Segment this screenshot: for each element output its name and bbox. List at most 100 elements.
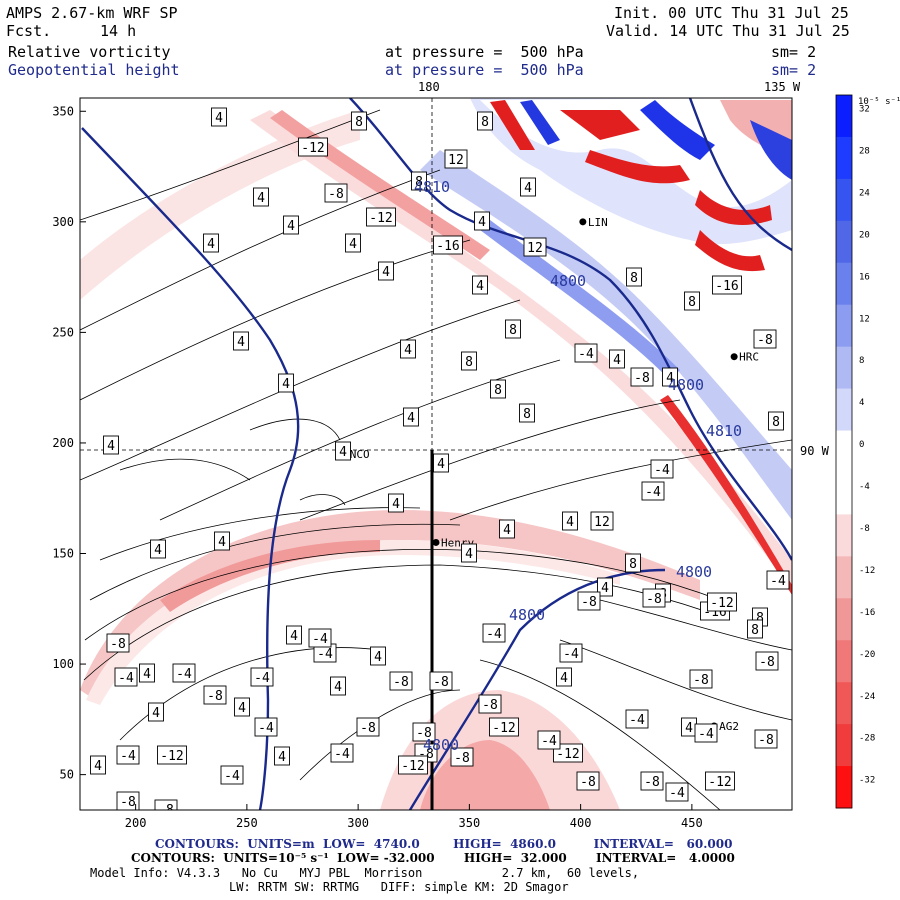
contour-label: -4	[220, 765, 244, 785]
contour-label-text: -12	[708, 775, 731, 790]
contour-label-text: -8	[580, 775, 596, 790]
contour-label-text: 12	[594, 515, 610, 530]
contour-label-box	[211, 107, 227, 127]
contour-label: 4	[461, 543, 477, 563]
contour-label: -4	[694, 723, 718, 743]
contour-label-text: 4	[218, 535, 226, 550]
contour-label-box	[754, 729, 778, 749]
contour-label: 4	[274, 746, 290, 766]
contour-label-box	[234, 697, 250, 717]
contour-label: -16	[433, 235, 463, 255]
contour-label-box	[308, 628, 332, 648]
contour-label-box	[330, 743, 354, 763]
contour-label: 8	[477, 111, 493, 131]
contour-label-box	[433, 453, 449, 473]
contour-label-box	[254, 717, 278, 737]
forecast-label: Fcst.	[6, 22, 52, 40]
contour-label-box	[694, 723, 718, 743]
contour-label-text: 8	[688, 295, 696, 310]
colorbar-swatch	[836, 514, 852, 557]
contour-label-box	[490, 379, 506, 399]
contour-label-text: 4	[404, 343, 412, 358]
y-tick-label: 300	[52, 215, 74, 229]
contour-label-text: -12	[369, 211, 392, 226]
contour-label-text: -8	[644, 775, 660, 790]
contour-label: 4	[234, 697, 250, 717]
contour-label: 4	[90, 755, 106, 775]
contour-label: -8	[154, 799, 178, 810]
map-axes: 200 250 300 350 400 450 50 100 150 200 250 300 350	[52, 104, 702, 830]
colorbar-tick-label: 0	[859, 440, 864, 450]
field-vorticity-name: Relative vorticity	[8, 43, 171, 61]
contour-label: 8	[351, 111, 367, 131]
contour-label: 4	[562, 511, 578, 531]
contour-label-box	[330, 676, 346, 696]
colorbar-tick-label: 4	[859, 398, 864, 408]
colorbar-tick-label: 24	[859, 188, 870, 198]
contour-label: 4	[403, 407, 419, 427]
contour-label-box	[203, 685, 227, 705]
contour-label: -8	[640, 771, 664, 791]
field-vorticity-level: at pressure = 500 hPa	[385, 43, 584, 61]
contour-label-box	[689, 669, 713, 689]
height-label: 4800	[509, 606, 545, 624]
contour-label-box	[398, 755, 428, 775]
contour-label-box	[477, 111, 493, 131]
contour-label-box	[429, 671, 453, 691]
contour-label-text: -4	[312, 632, 328, 647]
contour-label-box	[150, 539, 166, 559]
contour-label-text: 4	[287, 219, 295, 234]
colorbar: 32 28 24 20 16 12 8 4 0 -4 -8 -12 -16 -20 -24 -28 -32	[835, 94, 875, 809]
contour-label-text: -4	[120, 749, 136, 764]
x-tick-label: 300	[347, 816, 369, 830]
x-tick-label: 250	[236, 816, 258, 830]
contour-label: 4	[283, 215, 299, 235]
contour-label-text: 4	[238, 701, 246, 716]
contour-label-text: 8	[751, 623, 759, 638]
contour-label-box	[590, 511, 614, 531]
contour-label-box	[388, 493, 404, 513]
lon-label-90w: 90 W	[800, 444, 830, 458]
contour-label: 4	[148, 702, 164, 722]
contour-label-box	[356, 717, 380, 737]
contour-label-text: -8	[758, 733, 774, 748]
contour-label-box	[116, 745, 140, 765]
contour-label-text: -16	[436, 239, 459, 254]
station-label: AG2	[719, 720, 739, 733]
contour-label-text: 4	[524, 181, 532, 196]
contour-label: 8	[490, 379, 506, 399]
contour-label: 12	[444, 149, 468, 169]
contour-label-text: 8	[509, 323, 517, 338]
contour-label: 4	[472, 275, 488, 295]
field-vorticity-smoothing: sm= 2	[771, 43, 817, 61]
contour-label-box	[609, 349, 625, 369]
contour-label-text: -4	[654, 463, 670, 478]
contour-label-box	[274, 746, 290, 766]
contour-label-box	[662, 367, 678, 387]
contour-label-text: -8	[433, 675, 449, 690]
contour-label-box	[351, 111, 367, 131]
contour-label-box	[220, 765, 244, 785]
contour-label: -4	[766, 570, 790, 590]
contour-label-box	[403, 407, 419, 427]
contour-label-text: 4	[349, 237, 357, 252]
contour-label-box	[553, 743, 583, 763]
contour-label-text: -4	[176, 667, 192, 682]
contour-label-text: 4	[290, 629, 298, 644]
contour-label: 4	[474, 211, 490, 231]
contour-label: -8	[577, 591, 601, 611]
y-tick-label: 200	[52, 436, 74, 450]
contour-label: 12	[523, 237, 547, 257]
contour-label-text: -8	[646, 592, 662, 607]
height-label: 4810	[706, 422, 742, 440]
colorbar-tick-label: 28	[859, 147, 870, 157]
contour-label-text: 4	[566, 515, 574, 530]
contour-label: 8	[519, 403, 535, 423]
contour-label: -8	[755, 651, 779, 671]
lon-label-180: 180	[418, 80, 440, 94]
contour-label-text: 4	[282, 377, 290, 392]
contour-label: -12	[553, 743, 583, 763]
contour-label-box	[412, 722, 436, 742]
